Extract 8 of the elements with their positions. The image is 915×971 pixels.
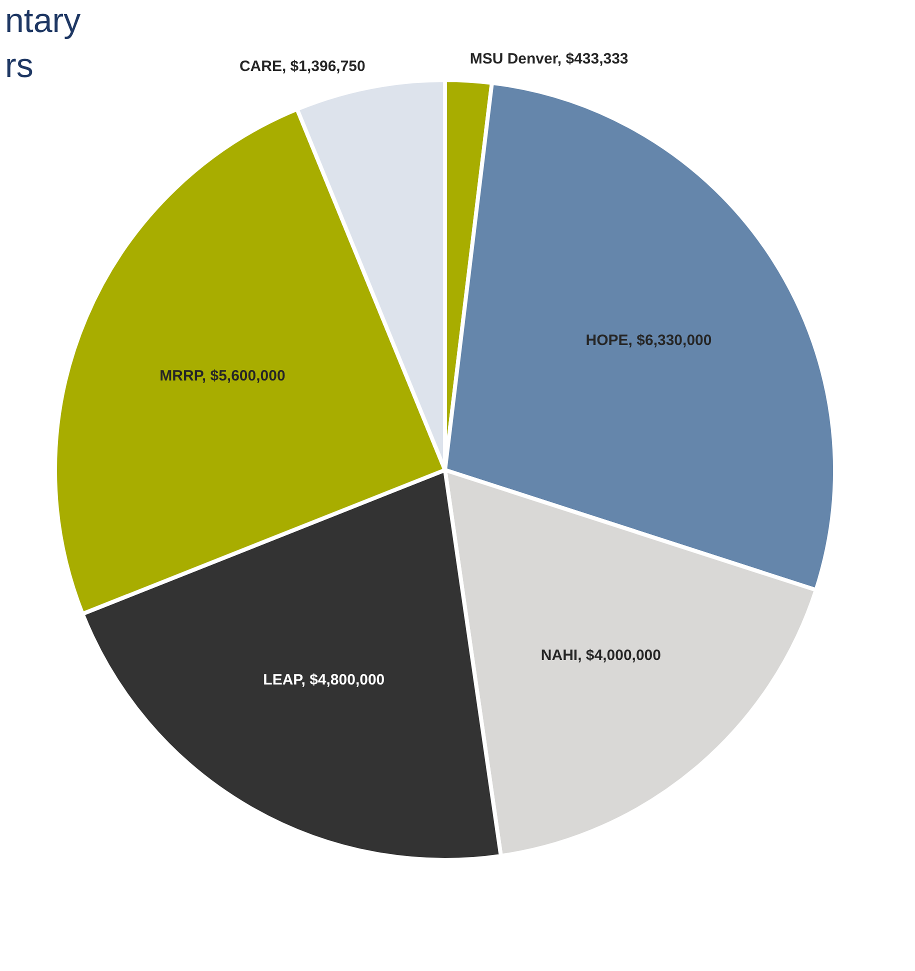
slice-label: HOPE, $6,330,000 [586, 332, 712, 349]
slice-label: NAHI, $4,000,000 [540, 646, 661, 664]
slice-label: CARE, $1,396,750 [239, 58, 366, 75]
slice-label: MRRP, $5,600,000 [160, 367, 286, 384]
slice-label: LEAP, $4,800,000 [263, 671, 385, 688]
slice-label: MSU Denver, $433,333 [470, 50, 628, 68]
text: rs [5, 47, 34, 85]
text: ntary [5, 2, 81, 40]
